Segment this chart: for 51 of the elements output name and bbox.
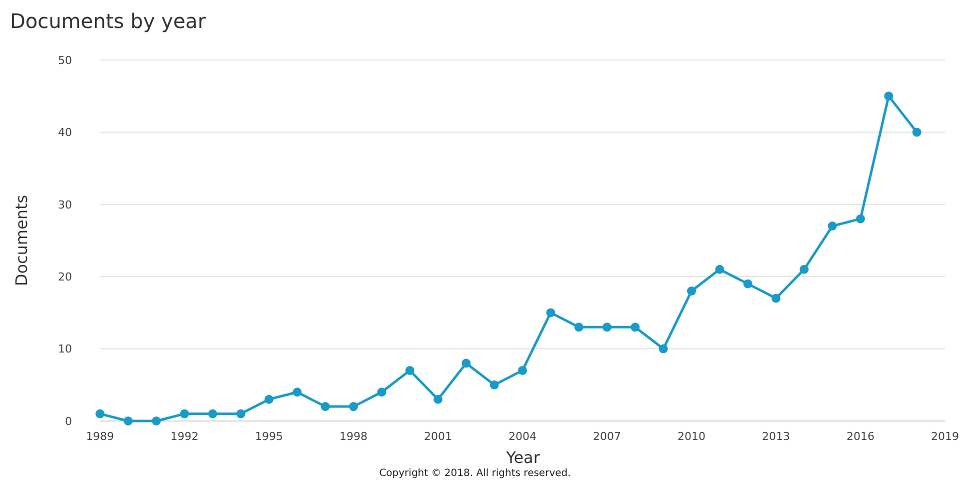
x-tick-label: 1995 — [255, 430, 283, 443]
point — [800, 264, 809, 274]
x-tick-label: 2001 — [424, 430, 452, 443]
point — [377, 388, 386, 397]
y-tick-label: 30 — [58, 198, 72, 212]
x-tick-label: 2019 — [931, 430, 959, 443]
point — [180, 409, 189, 418]
point — [208, 409, 218, 418]
point — [236, 409, 246, 418]
x-tick-label: 1992 — [170, 430, 198, 443]
point — [828, 222, 837, 231]
point — [856, 214, 865, 224]
point — [630, 322, 640, 332]
x-tick-label: 2010 — [678, 430, 706, 443]
point — [574, 322, 584, 332]
y-tick-label: 0 — [65, 414, 72, 428]
point — [292, 388, 302, 397]
point — [349, 402, 358, 412]
point — [912, 128, 922, 137]
y-axis-title: Documents — [12, 194, 31, 286]
chart-title: Documents by year — [10, 9, 207, 33]
x-tick-label: 1989 — [86, 430, 114, 443]
point — [687, 286, 696, 296]
x-tick-label: 2007 — [593, 430, 621, 443]
y-tick-label: 50 — [58, 54, 72, 67]
point — [884, 92, 894, 101]
point — [320, 402, 330, 412]
x-tick-label: 2004 — [508, 430, 536, 443]
x-tick-label: 2013 — [762, 430, 790, 443]
point — [658, 344, 668, 354]
point — [124, 416, 133, 426]
x-tick-label: 2016 — [846, 430, 874, 443]
point — [518, 366, 527, 375]
point — [546, 308, 556, 318]
point — [152, 416, 161, 426]
point — [434, 394, 442, 404]
y-tick-label: 40 — [58, 126, 72, 140]
y-tick-label: 20 — [58, 270, 72, 284]
y-tick-label: 10 — [58, 342, 72, 356]
point — [96, 409, 104, 418]
point — [264, 394, 274, 404]
point — [602, 322, 612, 332]
point — [743, 279, 752, 288]
point — [715, 264, 724, 274]
point — [462, 358, 471, 368]
point — [405, 366, 414, 375]
text: Copyright © 2018. All rights reserved. — [379, 468, 571, 479]
point — [772, 294, 780, 303]
x-axis-title: Year — [505, 448, 540, 467]
x-tick-label: 1998 — [340, 430, 368, 443]
point — [490, 380, 499, 390]
